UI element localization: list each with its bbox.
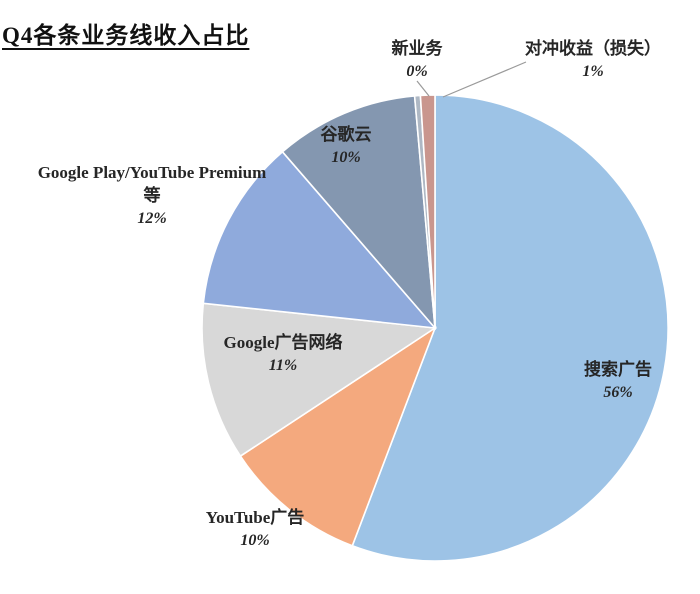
- slice-label-percent: 11%: [268, 356, 298, 374]
- slice-label-search-ads: 搜索广告 56%: [584, 359, 652, 404]
- slice-label-text: 谷歌云: [320, 125, 372, 144]
- slice-label-percent: 56%: [603, 383, 633, 401]
- slice-label-text: Google广告网络: [223, 333, 343, 352]
- slice-label-text: 新业务: [391, 39, 443, 58]
- leader-line-hedge: [442, 61, 527, 98]
- pie-slice-google-play-premium: [202, 150, 437, 330]
- slice-label-youtube-ads: YouTube广告 10%: [206, 507, 305, 552]
- slice-label-google-ad-network: Google广告网络 11%: [224, 332, 343, 377]
- slice-label-google-cloud: 谷歌云 10%: [321, 124, 372, 169]
- slice-label-new-business: 新业务 0%: [392, 38, 443, 83]
- slice-label-percent: 10%: [240, 531, 270, 549]
- slice-label-hedge-gain-loss: 对冲收益（损失） 1%: [525, 38, 661, 83]
- pie-slices: [201, 94, 669, 562]
- slice-label-text: Google Play/YouTube Premium等: [37, 163, 267, 205]
- slice-label-text: 搜索广告: [584, 360, 652, 379]
- pie-slice-google-ad-network: [201, 302, 438, 458]
- leader-lines: [416, 61, 527, 98]
- slice-label-percent: 10%: [331, 148, 361, 166]
- slice-label-text: YouTube广告: [205, 508, 305, 527]
- slice-label-percent: 1%: [582, 62, 604, 80]
- slice-label-google-play-premium: Google Play/YouTube Premium等 12%: [33, 162, 271, 229]
- pie-slice-google-cloud: [281, 95, 437, 331]
- slice-label-percent: 12%: [137, 209, 167, 227]
- slice-label-percent: 0%: [406, 62, 428, 80]
- pie-slice-youtube-ads: [239, 325, 437, 547]
- leader-line-new-business: [416, 80, 430, 97]
- slice-label-text: 对冲收益（损失）: [525, 39, 661, 58]
- pie-slice-search-ads: [351, 94, 669, 562]
- chart-title: Q4各条业务线收入占比: [2, 23, 250, 48]
